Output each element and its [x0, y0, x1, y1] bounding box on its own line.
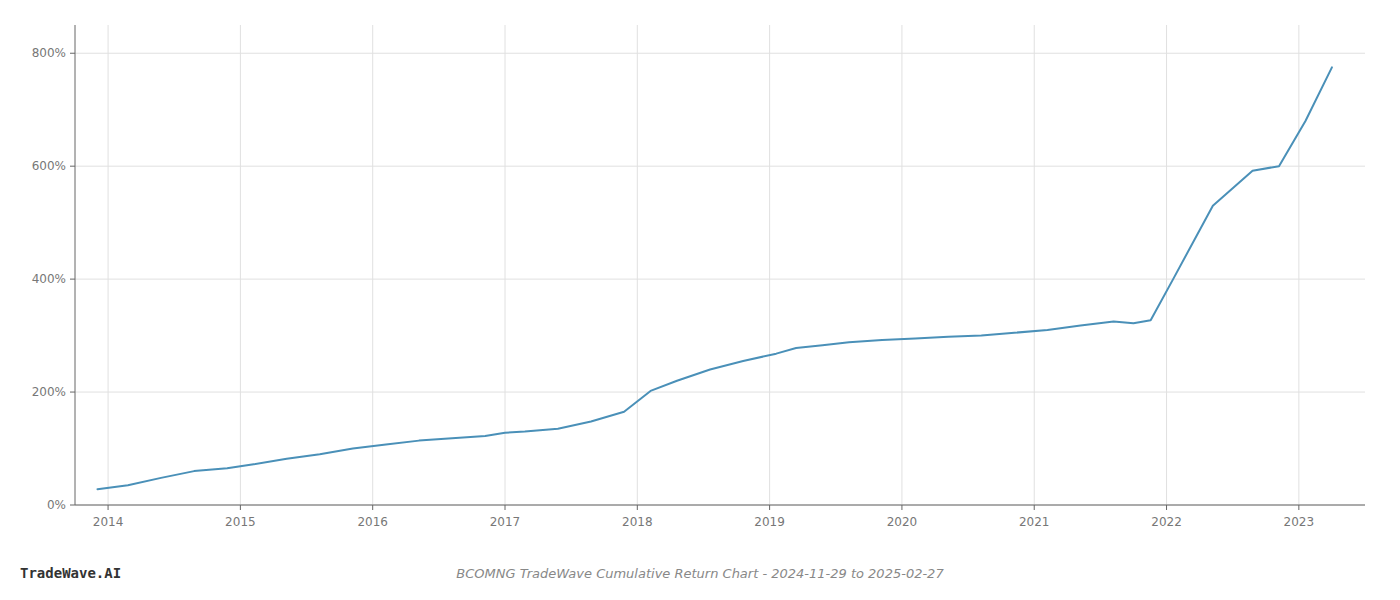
tick-mark: [901, 505, 902, 510]
grid-line: [75, 279, 1365, 280]
tick-label: 2014: [93, 515, 124, 529]
grid-line: [75, 392, 1365, 393]
grid: [75, 25, 1365, 505]
y-axis-line: [75, 25, 76, 505]
tick-mark: [70, 392, 75, 393]
axes: 0% 200% 400% 600% 800% 2014 2015 2016 2017 2018 20…: [32, 25, 1365, 529]
grid-line: [75, 53, 1365, 54]
tick-label: 2021: [1019, 515, 1050, 529]
tick-label: 2016: [357, 515, 388, 529]
grid-line: [1166, 25, 1167, 505]
title: BCOMNG TradeWave Cumulative Return Chart…: [456, 566, 944, 581]
grid-line: [372, 25, 373, 505]
tick-mark: [1034, 505, 1035, 510]
tick-mark: [70, 166, 75, 167]
chart: 0% 200% 400% 600% 800% 2014 2015 2016 2017 2018 20…: [0, 0, 1400, 600]
grid-line: [637, 25, 638, 505]
grid-line: [1298, 25, 1299, 505]
plot-area: [97, 67, 1331, 489]
tick-label: 2019: [754, 515, 785, 529]
tick-label: 2015: [225, 515, 256, 529]
tick-mark: [70, 279, 75, 280]
tick-mark: [70, 505, 75, 506]
tick-mark: [372, 505, 373, 510]
tick-label: 2018: [622, 515, 653, 529]
tick-label: 0%: [47, 498, 66, 512]
tick-mark: [1298, 505, 1299, 510]
tick-mark: [505, 505, 506, 510]
tick-label: 2017: [490, 515, 521, 529]
tick-label: 600%: [32, 159, 66, 173]
tick-mark: [1166, 505, 1167, 510]
grid-line: [901, 25, 902, 505]
tick-label: 800%: [32, 46, 66, 60]
tick-label: 400%: [32, 272, 66, 286]
tick-mark: [240, 505, 241, 510]
tick-label: 2023: [1284, 515, 1315, 529]
data-line: [97, 67, 1331, 489]
tick-mark: [70, 53, 75, 54]
grid-line: [240, 25, 241, 505]
x-axis-line: [75, 505, 1365, 506]
tick-label: 200%: [32, 385, 66, 399]
tick-label: 2020: [887, 515, 918, 529]
grid-line: [75, 505, 1365, 506]
tick-mark: [637, 505, 638, 510]
watermark: TradeWave.AI: [20, 565, 121, 581]
tick-mark: [769, 505, 770, 510]
grid-line: [108, 25, 109, 505]
tick-mark: [108, 505, 109, 510]
tick-label: 2022: [1151, 515, 1182, 529]
grid-line: [75, 166, 1365, 167]
grid-line: [769, 25, 770, 505]
grid-line: [1034, 25, 1035, 505]
